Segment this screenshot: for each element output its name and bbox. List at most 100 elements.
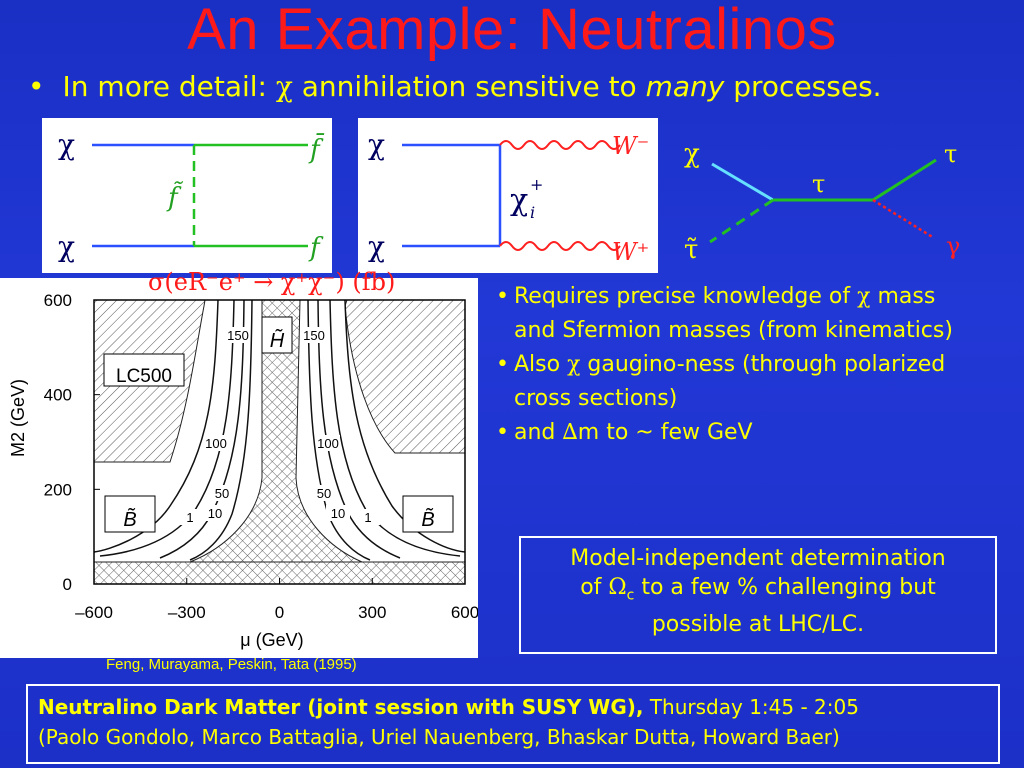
session-line-1: Neutralino Dark Matter (joint session wi…	[38, 692, 988, 722]
contour-label-bg	[203, 505, 227, 521]
conclusion-text: to a few % challenging but	[634, 575, 936, 600]
contour-label: 100	[317, 436, 339, 451]
plot-axes: –600 –300 0 300 600 0 200 400 600 μ (GeV) M2 (GeV)	[8, 291, 479, 650]
contour-label: 150	[227, 328, 249, 343]
conclusion-line-1: Model-independent determination	[570, 546, 946, 571]
contour-line	[93, 299, 219, 553]
y-tick-label: 200	[44, 480, 72, 499]
bullet-list: Requires precise knowledge of χ mass and…	[494, 280, 974, 450]
y-tick-label: 400	[44, 386, 72, 405]
x-axis-label: μ (GeV)	[240, 630, 303, 650]
session-title: Neutralino Dark Matter (joint session wi…	[38, 695, 644, 719]
gamma-label: γ	[946, 232, 960, 260]
bullet-symbol: χ	[857, 284, 871, 309]
contour-line	[317, 299, 401, 559]
contour-label-bg	[226, 327, 250, 343]
subtitle: • In more detail: χ annihilation sensitiv…	[28, 70, 882, 103]
region-label: B̃	[421, 507, 434, 531]
contour-line	[329, 299, 461, 557]
contour-plot: –600 –300 0 300 600 0 200 400 600 μ (GeV) M2 (GeV)…	[8, 291, 479, 650]
excluded-region-right	[344, 299, 466, 454]
contour-label: 150	[303, 328, 325, 343]
conclusion-text: of	[580, 575, 609, 600]
contour-plot-panel: –600 –300 0 300 600 0 200 400 600 μ (GeV) M2 (GeV)…	[0, 278, 479, 658]
region-label: B̃	[123, 507, 136, 531]
bullet-text: and	[514, 420, 563, 445]
region-label-box	[104, 495, 156, 533]
omega-subscript: c	[626, 587, 635, 604]
chargino-sub: i	[530, 203, 535, 222]
x-tick-label: 600	[451, 603, 478, 622]
contour-label: 10	[331, 506, 345, 521]
feynman-diagram-chargino: χ χ W⁻ W⁺ χ + i	[358, 118, 658, 273]
w-plus-label: W⁺	[612, 238, 649, 266]
higgsino-excluded-region	[189, 299, 363, 563]
chi-line	[711, 162, 774, 202]
contour-label-bg	[312, 485, 336, 501]
tau-mid-label: τ	[812, 170, 825, 198]
bullet-item: Also χ gaugino-ness (through polarized c…	[494, 348, 974, 416]
f-label: f	[308, 233, 324, 263]
session-info-box: Neutralino Dark Matter (joint session wi…	[26, 684, 1000, 764]
region-label-box	[103, 353, 185, 387]
chi-top-label: χ	[368, 128, 385, 161]
feynman-diagram-stau: χ τ̃ τ τ γ	[670, 120, 990, 280]
plot-title: σ(eR⁻e⁺ → χ⁺χ⁻) (fb)	[148, 268, 395, 297]
feynman-diagram-sfermion-svg: χ χ f̄ f f̃	[58, 128, 325, 263]
contour-label: 50	[215, 486, 229, 501]
chi-top-label: χ	[58, 128, 75, 161]
region-label: LC500	[116, 366, 172, 387]
stau-label: τ̃	[684, 235, 698, 265]
contour-label: 10	[208, 506, 222, 521]
contour-label: 1	[364, 510, 371, 525]
x-tick-label: 300	[358, 603, 386, 622]
bullet-item: and ∆m to ~ few GeV	[494, 416, 974, 450]
chi-label: χ	[684, 139, 700, 169]
x-tick-label: 0	[275, 603, 284, 622]
chargino-label: χ	[510, 183, 528, 218]
w-plus-wavy-line	[499, 241, 621, 251]
subtitle-mid: annihilation sensitive to	[292, 70, 646, 103]
bullet-text: Also	[514, 352, 568, 377]
contour-label-bg	[302, 327, 326, 343]
contour-line	[189, 299, 253, 561]
subtitle-em: many	[645, 70, 725, 103]
contour-label: 1	[186, 510, 193, 525]
contour-label-bg	[326, 505, 350, 521]
contour-label: 100	[205, 436, 227, 451]
y-tick-label: 0	[63, 575, 72, 594]
subtitle-pre: In more detail:	[62, 70, 276, 103]
bullet-symbol: χ	[567, 352, 581, 377]
contour-label-bg	[210, 485, 234, 501]
fbar-label: f̄	[308, 132, 325, 165]
chi-bottom-label: χ	[368, 230, 385, 263]
conclusion-line-2: of Ωc to a few % challenging but	[521, 573, 995, 610]
plot-citation: Feng, Murayama, Peskin, Tata (1995)	[106, 656, 357, 673]
subtitle-chi: χ	[275, 70, 293, 103]
gamma-line	[872, 198, 935, 240]
conclusion-line-3: possible at LHC/LC.	[651, 612, 865, 638]
contour-label-bg	[316, 435, 340, 451]
slide-title: An Example: Neutralinos	[187, 0, 837, 62]
contour-label: 50	[317, 486, 331, 501]
contour-label-bg	[204, 435, 228, 451]
x-tick-label: –300	[168, 603, 206, 622]
bullet-text: m to ~ few GeV	[577, 420, 753, 445]
chi-bottom-label: χ	[58, 230, 75, 263]
omega-symbol: Ω	[608, 575, 627, 600]
region-label-box	[402, 495, 454, 533]
bullet-text: Requires precise knowledge of	[514, 284, 858, 309]
ftilde-label: f̃	[166, 181, 184, 213]
feynman-diagram-sfermion: χ χ f̄ f f̃	[42, 118, 332, 273]
x-tick-label: –600	[75, 603, 113, 622]
feynman-diagram-stau-svg: χ τ̃ τ τ γ	[684, 139, 960, 265]
feynman-diagram-chargino-svg: χ χ W⁻ W⁺ χ + i	[368, 128, 649, 266]
bullet-text: mass and Sfermion masses (from kinematic…	[514, 284, 953, 343]
chargino-sup: +	[530, 175, 543, 194]
session-speakers: (Paolo Gondolo, Marco Battaglia, Uriel N…	[38, 725, 840, 749]
tau-out-line	[872, 158, 937, 202]
region-label: H̃	[270, 328, 285, 352]
stau-line	[709, 198, 774, 244]
conclusion-box: Model-independent determination of Ωc to…	[519, 536, 997, 654]
